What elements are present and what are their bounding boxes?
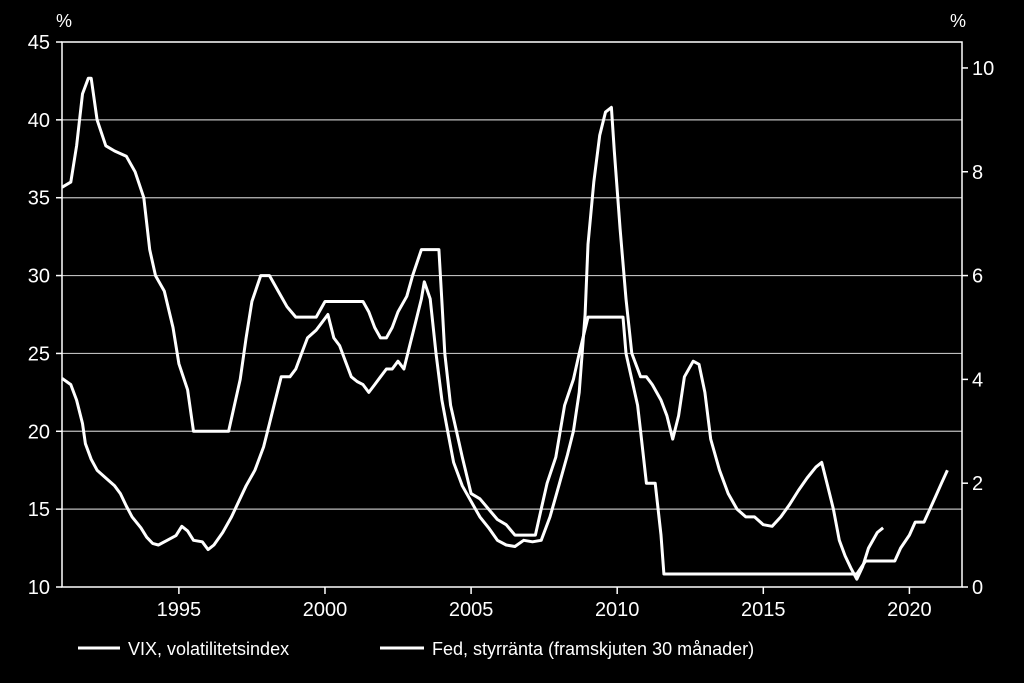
y-left-tick-label: 45 [28, 32, 50, 54]
axis-group: 10 15 20 25 30 35 40 45 0 2 4 6 8 10 1995 2000 2005 2010 2… [28, 32, 995, 621]
y-right-tick-label: 0 [972, 577, 983, 599]
y-right-tick-label: 8 [972, 162, 983, 184]
y-right-tick-label: 6 [972, 266, 983, 288]
y-left-tick-label: 20 [28, 421, 50, 443]
right-unit-label: % [950, 11, 966, 31]
y-left-tick-label: 35 [28, 188, 50, 210]
y-right-tick-label: 2 [972, 473, 983, 495]
y-left-tick-label: 10 [28, 577, 50, 599]
y-left-tick-label: 40 [28, 110, 50, 132]
x-tick-label: 2010 [595, 599, 640, 621]
y-left-tick-label: 30 [28, 266, 50, 288]
series-line-vix [61, 105, 885, 581]
x-tick-label: 2015 [741, 599, 786, 621]
series-group [61, 76, 949, 581]
series-line-fed [61, 76, 949, 576]
x-tick-label: 1995 [157, 599, 202, 621]
plot-frame [61, 41, 963, 588]
y-right-tick-label: 10 [972, 58, 994, 80]
left-unit-label: % [56, 11, 72, 31]
grid-lines [62, 119, 962, 510]
x-tick-label: 2020 [887, 599, 932, 621]
y-left-tick-label: 25 [28, 343, 50, 365]
legend: VIX, volatilitetsindex Fed, styrränta (f… [78, 639, 754, 659]
x-tick-label: 2000 [303, 599, 348, 621]
legend-label-fed: Fed, styrränta (framskjuten 30 månader) [432, 639, 754, 659]
y-left-tick-label: 15 [28, 499, 50, 521]
y-right-tick-label: 4 [972, 369, 983, 391]
legend-label-vix: VIX, volatilitetsindex [128, 639, 289, 659]
x-tick-label: 2005 [449, 599, 494, 621]
